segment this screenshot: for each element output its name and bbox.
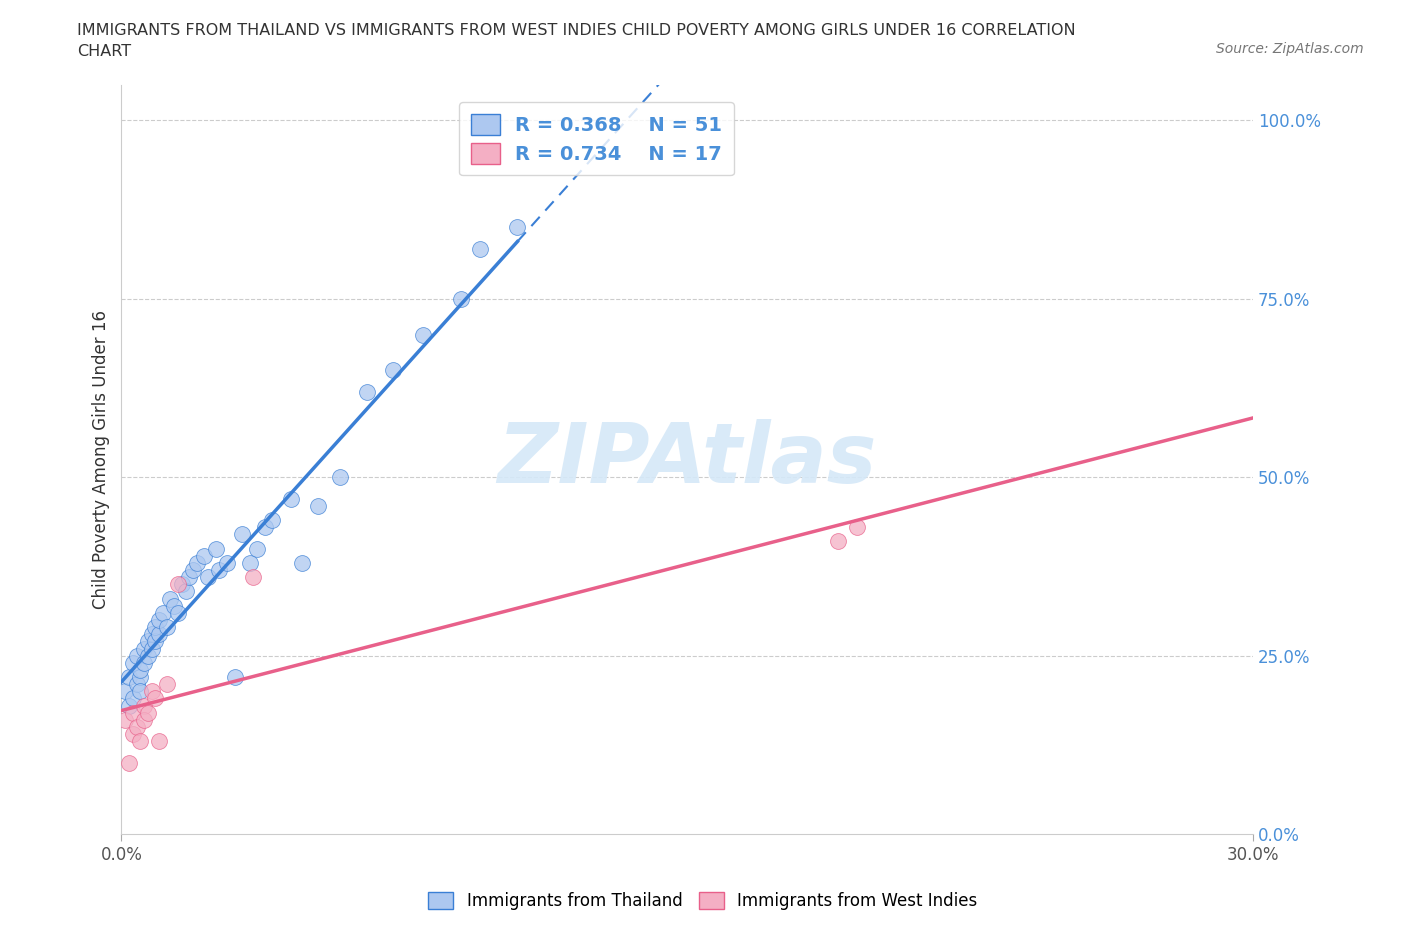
Point [468, 242, 491, 257]
Point [506, 220, 529, 235]
Point [148, 613, 170, 628]
Point [242, 570, 264, 585]
Point [307, 498, 329, 513]
Point [132, 698, 155, 713]
Point [291, 555, 314, 570]
Point [356, 384, 378, 399]
Point [132, 656, 155, 671]
Point [141, 641, 163, 656]
Point [148, 627, 170, 642]
Point [148, 734, 170, 749]
Point [381, 363, 404, 378]
Point [125, 720, 148, 735]
Point [181, 563, 204, 578]
Point [121, 705, 143, 720]
Point [262, 512, 284, 527]
Legend: Immigrants from Thailand, Immigrants from West Indies: Immigrants from Thailand, Immigrants fro… [422, 885, 984, 917]
Point [156, 677, 179, 692]
Point [246, 541, 269, 556]
Point [136, 634, 159, 649]
Text: IMMIGRANTS FROM THAILAND VS IMMIGRANTS FROM WEST INDIES CHILD POVERTY AMONG GIRL: IMMIGRANTS FROM THAILAND VS IMMIGRANTS F… [77, 23, 1076, 38]
Point [129, 670, 152, 684]
Point [827, 534, 849, 549]
Text: Source: ZipAtlas.com: Source: ZipAtlas.com [1216, 42, 1364, 56]
Point [118, 755, 141, 770]
Point [159, 591, 181, 606]
Point [136, 705, 159, 720]
Point [121, 726, 143, 741]
Point [129, 734, 152, 749]
Point [114, 712, 136, 727]
Point [167, 605, 190, 620]
Point [118, 698, 141, 713]
Point [186, 555, 208, 570]
Y-axis label: Child Poverty Among Girls Under 16: Child Poverty Among Girls Under 16 [93, 310, 110, 609]
Point [215, 555, 238, 570]
Text: ZIPAtlas: ZIPAtlas [498, 418, 877, 500]
Point [170, 577, 193, 591]
Point [329, 470, 352, 485]
Point [136, 648, 159, 663]
Point [141, 684, 163, 698]
Point [412, 327, 434, 342]
Point [118, 670, 141, 684]
Point [253, 520, 276, 535]
Point [450, 291, 472, 306]
Point [125, 677, 148, 692]
Point [145, 634, 167, 649]
Point [152, 605, 174, 620]
Point [179, 570, 201, 585]
Point [145, 619, 167, 634]
Point [208, 563, 231, 578]
Text: CHART: CHART [77, 44, 131, 59]
Point [121, 691, 143, 706]
Point [125, 648, 148, 663]
Point [129, 662, 152, 677]
Point [224, 670, 246, 684]
Point [129, 684, 152, 698]
Point [204, 541, 226, 556]
Point [193, 549, 215, 564]
Point [231, 527, 253, 542]
Point [197, 570, 219, 585]
Point [141, 627, 163, 642]
Point [174, 584, 197, 599]
Point [845, 520, 868, 535]
Point [114, 684, 136, 698]
Point [156, 619, 179, 634]
Point [163, 598, 186, 613]
Point [280, 491, 302, 506]
Point [121, 656, 143, 671]
Point [167, 577, 190, 591]
Point [239, 555, 262, 570]
Point [132, 712, 155, 727]
Point [145, 691, 167, 706]
Legend: R = 0.368    N = 51, R = 0.734    N = 17: R = 0.368 N = 51, R = 0.734 N = 17 [460, 102, 734, 176]
Point [132, 641, 155, 656]
